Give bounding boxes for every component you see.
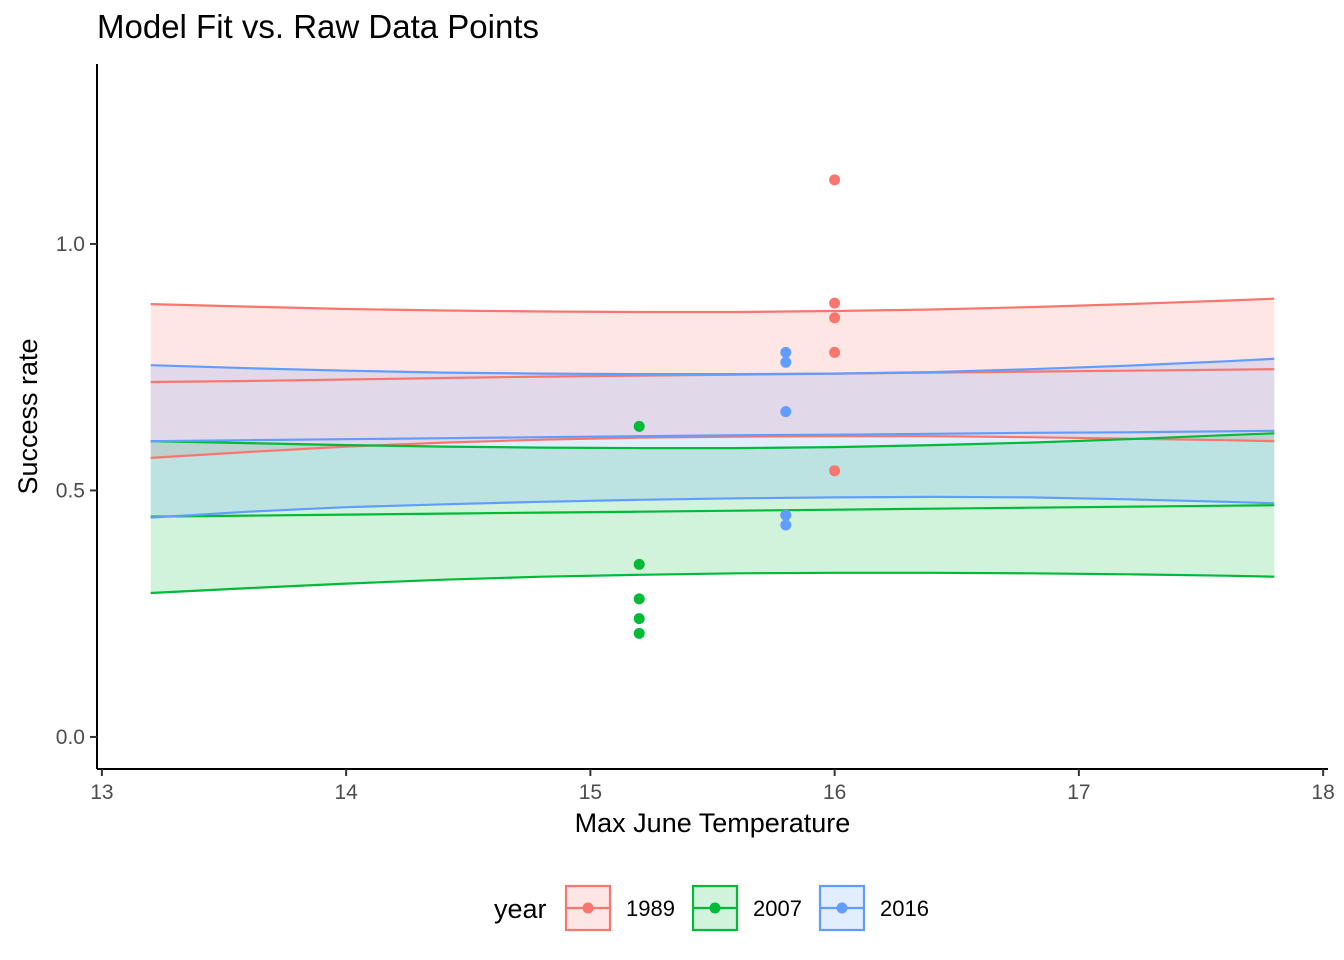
point-1989-2 [829,312,841,324]
x-axis-title: Max June Temperature [575,808,851,838]
x-tick-label: 13 [90,781,113,804]
legend-label-1989: 1989 [626,896,675,921]
line-lower-2007 [150,571,1275,595]
point-2007-3 [633,613,645,625]
point-1989-3 [829,346,841,358]
y-tick-label: 1.0 [56,233,85,256]
point-2016-1 [780,356,792,368]
x-tick-label: 17 [1067,781,1090,804]
point-1989-0 [829,174,841,186]
point-2016-3 [780,509,792,521]
line-upper-2016 [150,357,1275,376]
x-tick-label: 15 [579,781,602,804]
line-upper-1989 [150,297,1275,314]
point-1989-4 [829,465,841,477]
point-2007-0 [633,420,645,432]
data-points [633,174,841,639]
legend: year 1989 2007 2016 [494,884,929,932]
legend-label-2007: 2007 [753,896,802,921]
x-tick-label: 18 [1311,781,1334,804]
point-2007-4 [633,627,645,639]
point-2007-2 [633,593,645,605]
line-lower-2016 [150,495,1275,519]
point-2016-2 [780,406,792,418]
band-2016 [150,358,1275,518]
band-2007 [150,433,1275,593]
legend-key-point [709,902,721,914]
legend-label-2016: 2016 [880,896,929,921]
axes: 13 14 15 16 17 18 0.0 0.5 1.0 [56,64,1335,804]
line-upper-2007 [150,432,1275,450]
fit-lines [150,297,1275,595]
point-2016-0 [780,346,792,358]
y-tick-label: 0.0 [56,726,85,749]
legend-title: year [494,894,547,924]
y-axis-title: Success rate [13,338,43,494]
line-fit-2007 [150,504,1275,518]
point-1989-1 [829,297,841,309]
x-tick-label: 16 [823,781,846,804]
line-fit-2016 [150,429,1275,443]
point-2007-1 [633,558,645,570]
x-tick-label: 14 [334,781,358,804]
point-2016-4 [780,519,792,531]
chart-title: Model Fit vs. Raw Data Points [97,8,539,45]
confidence-bands [150,298,1275,593]
y-tick-label: 0.5 [56,479,85,502]
legend-key-point [582,902,594,914]
band-1989 [150,298,1275,458]
legend-key-point [836,902,848,914]
